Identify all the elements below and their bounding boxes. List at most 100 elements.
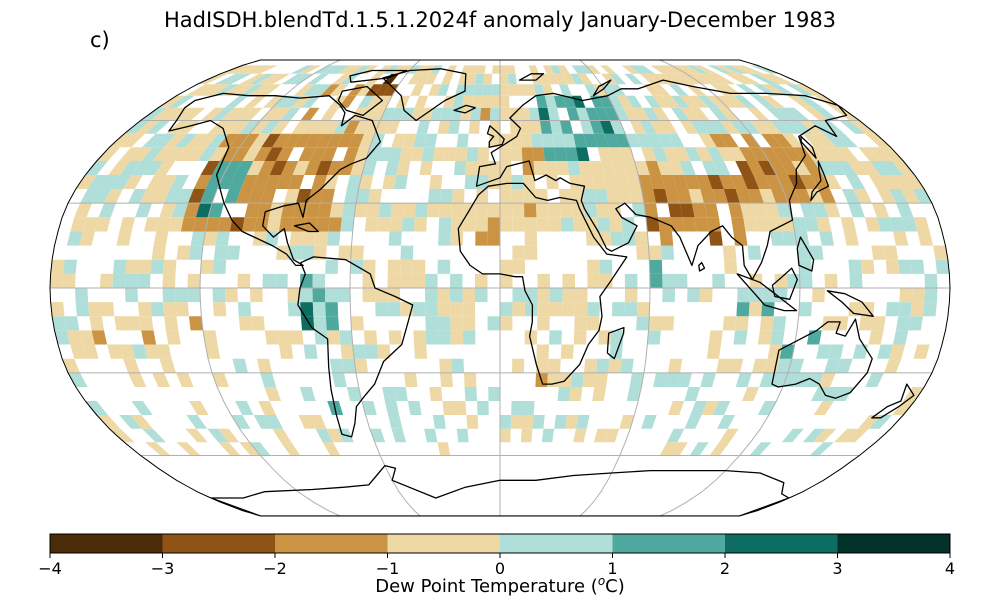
anomaly-cell [63,259,77,274]
anomaly-cell [782,147,803,161]
anomaly-cell [760,95,785,108]
anomaly-cell [661,175,677,189]
colorbar-label-prefix: Dew Point Temperature ( [375,576,598,597]
anomaly-cell [354,358,368,373]
anomaly-cell [113,259,127,274]
anomaly-cell [480,107,491,121]
panel-label: c) [90,28,110,52]
anomaly-cell [760,147,781,161]
anomaly-cell [686,73,711,85]
anomaly-cell [735,316,749,331]
anomaly-cell [520,133,533,148]
anomaly-cell [512,245,525,260]
anomaly-cell [764,203,780,218]
anomaly-cell [306,73,330,85]
anomaly-cell [747,189,764,204]
anomaly-cell [300,288,313,303]
anomaly-cell [706,344,721,359]
anomaly-cell [695,147,713,161]
anomaly-cell [428,189,442,204]
anomaly-cell [883,245,899,260]
anomaly-cell [818,372,836,387]
anomaly-cell [725,73,753,85]
colorbar: −4 −3 −2 −1 0 1 2 3 4 [38,533,955,578]
anomaly-cell [338,95,357,108]
anomaly-cell [229,217,245,232]
anomaly-cell [425,330,439,345]
anomaly-cell [223,161,243,175]
anomaly-cell [636,245,650,260]
anomaly-cell [326,330,341,345]
anomaly-cell [141,147,164,161]
anomaly-cell [357,95,375,108]
anomaly-cell [661,95,681,108]
anomaly-cell [587,273,600,288]
anomaly-cell [767,217,783,232]
anomaly-cell [464,175,477,189]
anomaly-cell [119,161,142,175]
anomaly-cell [429,175,443,189]
anomaly-cell [356,189,371,204]
anomaly-cell [692,203,707,218]
anomaly-cell [771,147,792,161]
anomaly-cell [624,288,638,303]
anomaly-cell [579,120,594,134]
anomaly-cell [647,330,661,345]
anomaly-cell [676,189,692,204]
anomaly-cell [648,245,662,260]
anomaly-cell [569,387,583,401]
anomaly-cell [250,288,263,303]
anomaly-cell [183,203,200,218]
anomaly-cell [665,189,680,204]
anomaly-cell [189,401,209,415]
anomaly-cell [207,428,229,443]
anomaly-cell [548,203,561,218]
anomaly-cell [619,147,635,161]
anomaly-cell [508,84,518,96]
anomaly-cell [275,273,288,288]
anomaly-cell [544,161,558,175]
anomaly-cell [565,415,579,429]
anomaly-cell [176,189,194,204]
anomaly-cell [911,288,925,303]
colorbar-swatch [387,534,501,553]
anomaly-cell [651,147,668,161]
coastline-south-america [297,256,414,438]
anomaly-cell [575,147,590,161]
anomaly-cell [659,120,678,134]
anomaly-cell [708,330,723,345]
anomaly-cell [885,302,900,317]
anomaly-cell [88,302,102,317]
anomaly-cell [264,415,283,429]
anomaly-cell [281,95,303,108]
anomaly-cell [924,288,938,303]
anomaly-cell [402,203,416,218]
anomaly-cell [180,107,206,121]
anomaly-cell [784,107,810,121]
anomaly-cell [151,245,166,260]
anomaly-cell [662,273,675,288]
anomaly-cell [689,107,710,121]
anomaly-cell [401,217,415,232]
anomaly-cell [293,133,313,148]
anomaly-cell [412,302,426,317]
anomaly-cell [578,65,594,74]
anomaly-cell [868,175,889,189]
anomaly-cell [200,107,225,121]
anomaly-cell [220,107,244,121]
anomaly-cell [712,189,728,204]
anomaly-cell [68,372,88,387]
anomaly-cell [694,217,709,232]
anomaly-cell [240,175,259,189]
anomaly-cell [100,302,115,317]
anomaly-cell [152,372,171,387]
anomaly-cell [175,288,188,303]
anomaly-cell [524,203,537,218]
anomaly-cell [768,161,788,175]
anomaly-cell [437,302,451,317]
anomaly-cell [325,302,339,317]
anomaly-cell [741,387,760,401]
anomaly-cell [276,175,293,189]
anomaly-cell [460,107,472,121]
anomaly-cell [879,147,904,161]
